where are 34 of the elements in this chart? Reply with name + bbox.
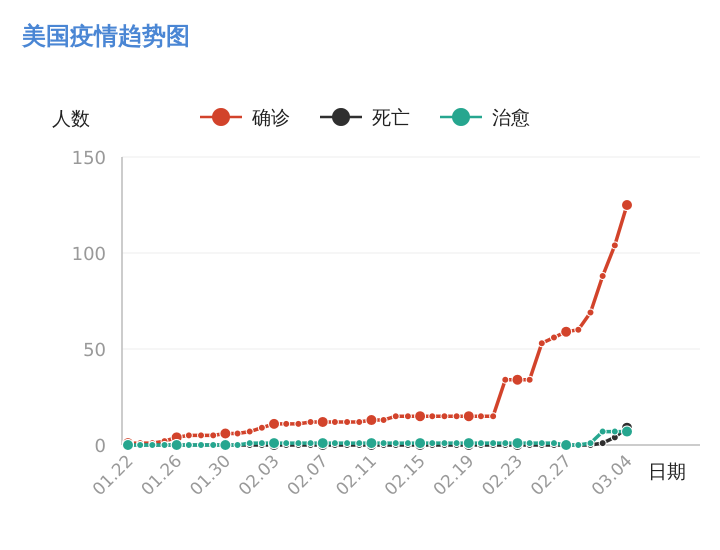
y-tick-label: 100: [72, 244, 106, 265]
point: [184, 431, 193, 440]
point: [598, 439, 607, 448]
y-tick-label: 150: [72, 148, 106, 169]
point: [501, 376, 510, 384]
legend-label: 确诊: [251, 107, 290, 129]
point: [392, 412, 400, 420]
point: [294, 420, 302, 428]
point: [209, 431, 218, 440]
point: [440, 412, 448, 420]
chart-title: 美国疫情趋势图: [21, 22, 190, 50]
point: [610, 428, 619, 436]
point: [538, 339, 546, 348]
point: [258, 424, 266, 432]
point: [282, 420, 290, 428]
point: [476, 412, 485, 420]
point: [526, 376, 534, 384]
point: [489, 412, 498, 420]
point: [404, 412, 412, 420]
legend-label: 死亡: [372, 107, 410, 129]
point: [574, 326, 582, 334]
point: [610, 241, 619, 250]
point: [598, 272, 607, 280]
y-axis-title: 人数: [52, 108, 90, 130]
point: [452, 412, 461, 420]
point: [197, 431, 206, 440]
y-tick-label: 0: [94, 436, 106, 457]
legend-label: 治愈: [492, 107, 530, 129]
point: [550, 333, 558, 342]
point: [598, 428, 607, 436]
point: [428, 412, 436, 420]
x-axis-title: 日期: [648, 461, 686, 483]
point: [586, 308, 594, 317]
y-tick-label: 50: [83, 340, 106, 361]
